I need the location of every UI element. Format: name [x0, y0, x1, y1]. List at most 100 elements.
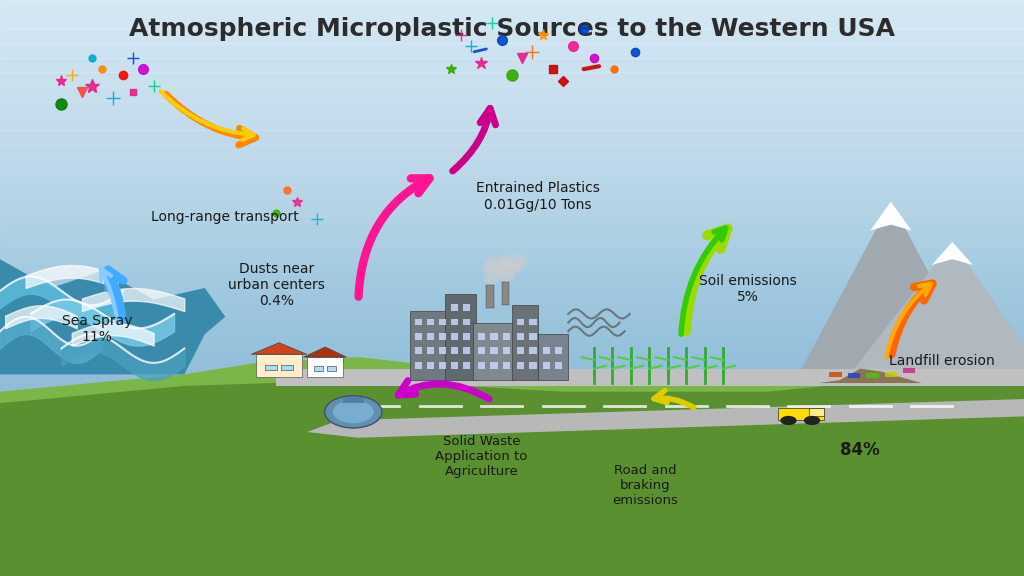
Bar	[0, 274, 1024, 288]
Circle shape	[499, 272, 515, 281]
Bar	[415, 319, 422, 325]
Bar	[327, 366, 336, 372]
Bar	[0, 230, 1024, 245]
FancyArrowPatch shape	[109, 270, 124, 320]
FancyArrowPatch shape	[161, 91, 254, 140]
Bar	[478, 347, 485, 354]
FancyArrowPatch shape	[100, 268, 118, 323]
Bar	[265, 365, 276, 370]
Bar	[439, 333, 446, 340]
Bar	[555, 347, 562, 354]
Bar	[427, 362, 434, 369]
Circle shape	[499, 254, 527, 270]
Text: Road and
braking
emissions: Road and braking emissions	[612, 464, 678, 507]
Polygon shape	[799, 202, 983, 374]
Bar	[445, 294, 476, 380]
Bar	[517, 333, 524, 340]
Bar	[778, 408, 824, 420]
Bar	[478, 333, 485, 340]
Bar	[0, 202, 1024, 216]
Bar	[0, 101, 1024, 115]
Bar	[517, 319, 524, 325]
Bar	[427, 347, 434, 354]
Text: Atmospheric Microplastic Sources to the Western USA: Atmospheric Microplastic Sources to the …	[129, 17, 895, 41]
FancyArrowPatch shape	[398, 381, 489, 399]
FancyArrowPatch shape	[358, 178, 429, 297]
Bar	[529, 319, 537, 325]
Bar	[427, 333, 434, 340]
Bar	[427, 319, 434, 325]
Bar	[0, 14, 1024, 29]
Bar	[415, 333, 422, 340]
Circle shape	[325, 396, 382, 428]
Polygon shape	[0, 346, 1024, 576]
Bar	[451, 333, 458, 340]
Bar	[439, 362, 446, 369]
Text: 84%: 84%	[841, 441, 880, 458]
Bar	[463, 304, 470, 311]
Bar	[486, 285, 494, 308]
Polygon shape	[819, 369, 922, 383]
Bar	[463, 347, 470, 354]
Text: Soil emissions
5%: Soil emissions 5%	[698, 274, 797, 304]
Circle shape	[780, 416, 797, 425]
Bar	[463, 362, 470, 369]
Bar	[0, 29, 1024, 43]
Text: Dusts near
urban centers
0.4%: Dusts near urban centers 0.4%	[228, 262, 325, 309]
Bar	[451, 362, 458, 369]
Circle shape	[483, 275, 500, 284]
Bar	[538, 334, 568, 380]
Polygon shape	[870, 202, 911, 230]
Text: Long-range transport: Long-range transport	[152, 210, 299, 224]
Circle shape	[483, 264, 506, 277]
Circle shape	[483, 257, 512, 273]
Bar	[473, 323, 514, 380]
FancyArrowPatch shape	[686, 229, 728, 331]
Bar	[809, 408, 824, 416]
Bar	[314, 366, 324, 372]
Bar	[0, 245, 1024, 259]
Bar	[848, 373, 860, 378]
Bar	[463, 319, 470, 325]
FancyArrowPatch shape	[887, 284, 931, 357]
Bar	[478, 362, 485, 369]
Bar	[543, 347, 550, 354]
Polygon shape	[307, 397, 1024, 438]
Bar	[307, 357, 343, 377]
Bar	[502, 282, 509, 305]
FancyArrowPatch shape	[166, 94, 256, 145]
Bar	[555, 362, 562, 369]
Bar	[451, 304, 458, 311]
FancyArrowPatch shape	[654, 391, 694, 408]
Polygon shape	[0, 363, 1024, 576]
Bar	[543, 362, 550, 369]
Polygon shape	[932, 242, 973, 265]
Text: Sea Spray
11%: Sea Spray 11%	[62, 314, 132, 344]
Circle shape	[333, 400, 374, 423]
Bar	[490, 347, 498, 354]
Polygon shape	[0, 259, 225, 374]
Bar	[0, 58, 1024, 72]
Bar	[517, 347, 524, 354]
Bar	[503, 362, 510, 369]
Bar	[463, 333, 470, 340]
Bar	[517, 362, 524, 369]
Bar	[0, 173, 1024, 187]
Bar	[343, 397, 364, 403]
Bar	[0, 216, 1024, 230]
Bar	[903, 368, 915, 373]
Bar	[0, 130, 1024, 144]
Bar	[0, 43, 1024, 58]
Bar	[490, 362, 498, 369]
FancyArrowPatch shape	[681, 228, 726, 334]
Text: Entrained Plastics
0.01Gg/10 Tons: Entrained Plastics 0.01Gg/10 Tons	[476, 181, 599, 211]
Bar	[0, 158, 1024, 173]
Bar	[512, 305, 538, 380]
Text: Solid Waste
Application to
Agriculture: Solid Waste Application to Agriculture	[435, 435, 527, 478]
Bar	[451, 347, 458, 354]
Polygon shape	[850, 242, 1024, 374]
Bar	[0, 72, 1024, 86]
Text: Landfill erosion: Landfill erosion	[889, 354, 995, 368]
Bar	[0, 259, 1024, 274]
Bar	[0, 86, 1024, 101]
